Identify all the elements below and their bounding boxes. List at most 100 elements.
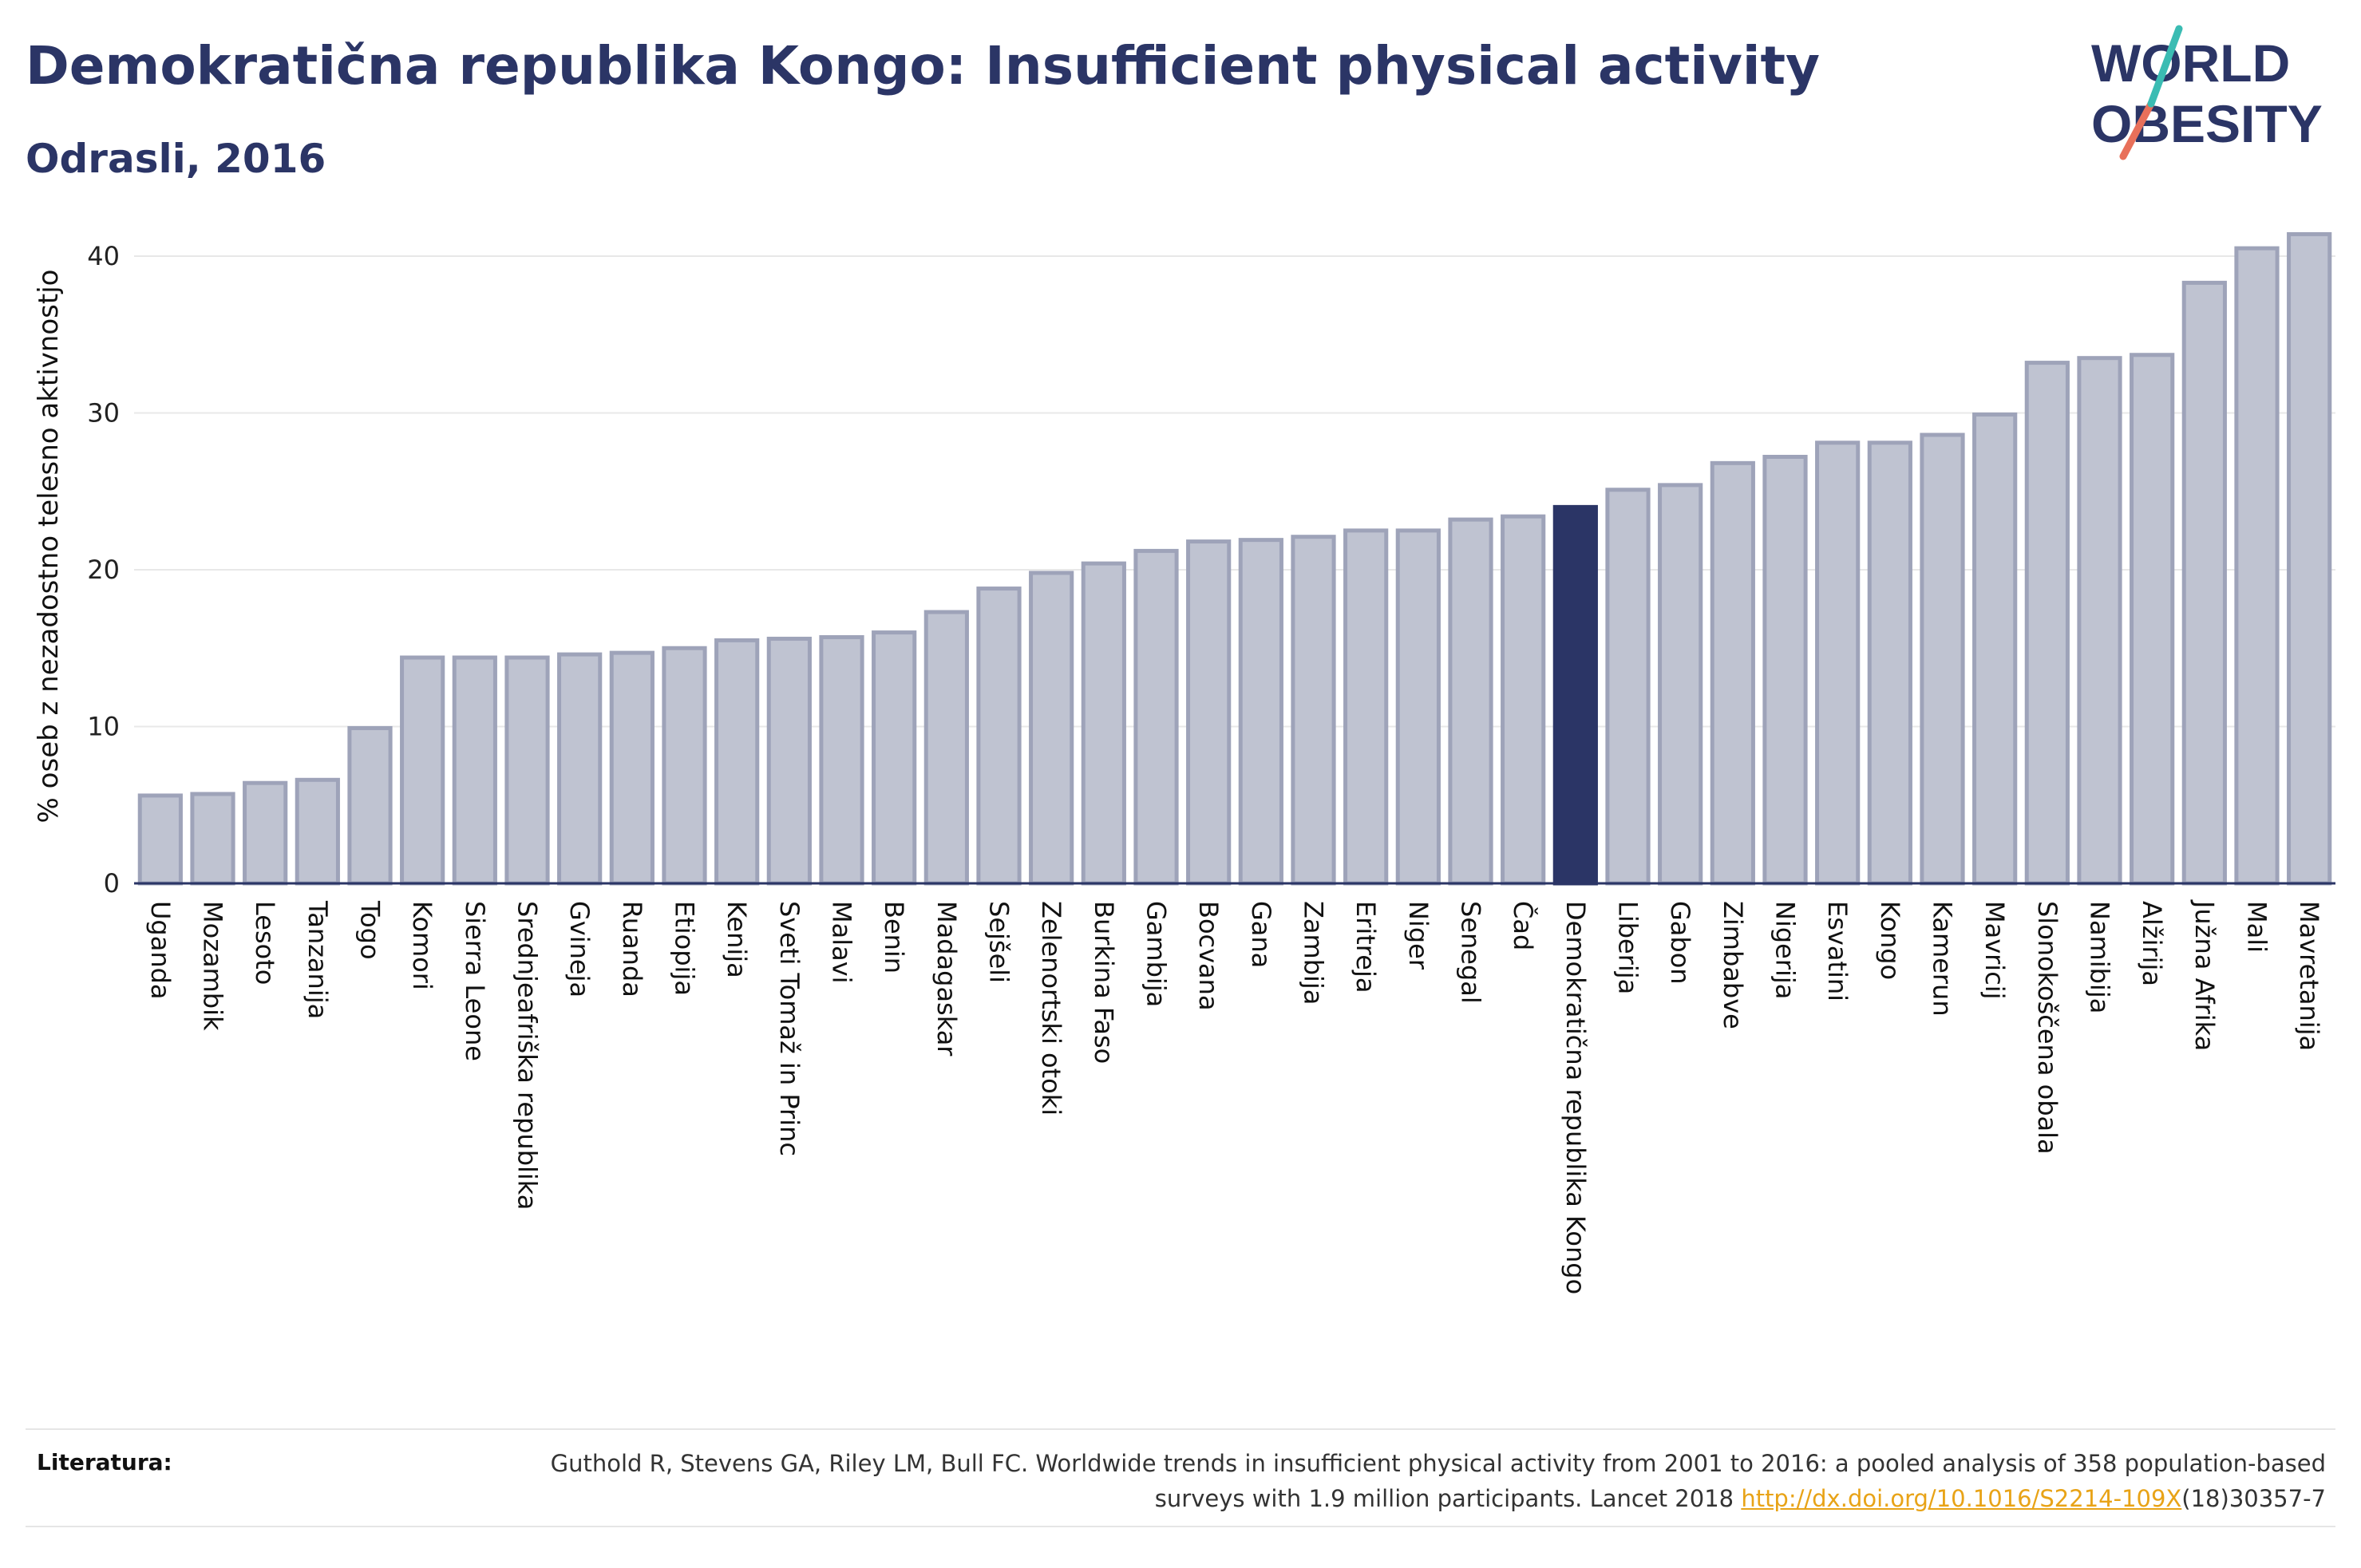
y-tick-label: 20	[87, 555, 120, 585]
grid-lines	[134, 255, 2335, 728]
bar	[1029, 571, 1074, 886]
x-tick-label: Čad	[1508, 901, 1539, 950]
x-tick-label: Srednjeafriška republika	[512, 901, 543, 1210]
y-tick-label: 0	[104, 868, 120, 899]
footer-citation: Guthold R, Stevens GA, Riley LM, Bull FC…	[490, 1446, 2326, 1516]
bar	[2130, 353, 2175, 886]
x-tick-label: Demokratična republika Kongo	[1560, 901, 1591, 1294]
x-tick-label: Mozambik	[198, 901, 228, 1031]
x-tick-label: Alžirija	[2137, 901, 2167, 986]
x-tick-label: Zelenortski otoki	[1036, 901, 1066, 1116]
x-tick-label: Senegal	[1456, 901, 1486, 1004]
x-tick-label: Namibija	[2085, 901, 2115, 1013]
bar	[923, 610, 969, 886]
x-tick-label: Kongo	[1875, 901, 1905, 980]
x-tick-label: Bocvana	[1193, 901, 1224, 1011]
x-tick-label: Južna Afrika	[2189, 899, 2220, 1051]
x-tick-label: Liberija	[1613, 901, 1643, 994]
bar	[1343, 528, 1389, 886]
bar	[1920, 432, 1965, 886]
x-tick-label: Benin	[879, 901, 909, 974]
bar-highlighted	[1552, 504, 1598, 886]
bar	[190, 792, 235, 886]
footer-divider-bottom	[26, 1526, 2335, 1527]
footer-label: Literatura:	[37, 1449, 172, 1475]
x-tick-label: Gambija	[1141, 901, 1172, 1007]
bar	[1448, 517, 1493, 886]
logo-slash-teal	[2147, 25, 2183, 108]
bar	[347, 725, 393, 886]
x-tick-label: Gvineja	[564, 901, 595, 997]
x-tick-label: Eritreja	[1351, 901, 1381, 993]
x-tick-label: Mali	[2242, 901, 2272, 953]
x-tick-label: Esvatini	[1822, 901, 1853, 1001]
bar	[400, 655, 445, 886]
bar	[819, 634, 864, 886]
bar	[1291, 535, 1336, 886]
bar	[295, 777, 340, 886]
labels: 0 10 20 30 40 Uganda Mozambik Lesoto Tanzanija To…	[33, 241, 2324, 1294]
bar	[1238, 538, 1283, 886]
x-tick-label: Mavretanija	[2294, 901, 2324, 1051]
bar	[1658, 483, 1703, 886]
x-tick-label: Lesoto	[250, 901, 280, 985]
x-tick-label: Kamerun	[1928, 901, 1958, 1017]
x-tick-label: Zambija	[1299, 901, 1329, 1005]
x-tick-label: Etiopija	[670, 901, 700, 996]
citation-text: Guthold R, Stevens GA, Riley LM, Bull FC…	[550, 1450, 2326, 1512]
bar	[1710, 460, 1755, 886]
footer-divider-top	[26, 1428, 2335, 1430]
citation-suffix: (18)30357-7	[2181, 1485, 2326, 1512]
bar	[872, 630, 917, 886]
x-tick-label: Gana	[1246, 901, 1276, 968]
bar	[766, 636, 812, 886]
bar	[452, 655, 497, 886]
y-tick-label: 10	[87, 711, 120, 741]
bar	[2024, 361, 2070, 886]
x-tick-label: Sejšeli	[984, 901, 1014, 983]
x-tick-label: Zimbabve	[1718, 901, 1748, 1029]
x-tick-label: Mavricij	[1979, 901, 2010, 1000]
bar-chart: 0 10 20 30 40 Uganda Mozambik Lesoto Tanzanija To…	[33, 231, 2335, 1294]
bar	[1762, 454, 1808, 886]
bar	[976, 587, 1022, 886]
x-tick-label: Togo	[355, 900, 386, 960]
x-tick-label: Gabon	[1665, 901, 1695, 985]
x-tick-label: Komori	[407, 901, 437, 990]
x-tick-label: Uganda	[145, 901, 176, 1000]
logo-slash-coral	[2119, 100, 2155, 160]
bar	[243, 780, 288, 886]
bar	[1081, 561, 1126, 886]
bar	[714, 638, 760, 886]
bar	[609, 650, 655, 886]
chart-subtitle: Odrasli, 2016	[26, 136, 326, 182]
y-tick-label: 40	[87, 241, 120, 271]
bar	[1501, 514, 1546, 886]
citation-link[interactable]: http://dx.doi.org/10.1016/S2214-109X	[1741, 1485, 2182, 1512]
x-tick-label: Tanzanija	[303, 900, 333, 1019]
x-tick-label: Sveti Tomaž in Princ	[774, 901, 805, 1156]
chart-title: Demokratična republika Kongo: Insufficie…	[26, 35, 1821, 97]
bar	[1605, 488, 1651, 886]
logo-line1: WORLD	[2091, 34, 2290, 93]
bar	[1867, 440, 1912, 886]
x-tick-label: Sierra Leone	[460, 901, 490, 1061]
bar	[2077, 356, 2122, 886]
x-tick-label: Malavi	[827, 901, 857, 984]
bar	[1815, 440, 1861, 886]
x-tick-label: Slonokoščena obala	[2032, 901, 2062, 1155]
bar	[2181, 280, 2227, 886]
bar	[1395, 528, 1441, 886]
bar	[2287, 231, 2332, 886]
bar	[557, 652, 603, 886]
x-tick-label: Ruanda	[617, 901, 647, 997]
bar	[1133, 548, 1179, 886]
bars	[137, 231, 2332, 886]
bar	[137, 793, 183, 886]
x-tick-label: Niger	[1403, 901, 1434, 970]
bar	[1972, 412, 2018, 886]
world-obesity-logo: WORLD OBESITY	[2091, 25, 2323, 160]
y-axis-label: % oseb z nezadostno telesno aktivnostjo	[33, 270, 65, 823]
bar	[662, 646, 707, 886]
x-tick-label: Madagaskar	[931, 901, 962, 1057]
